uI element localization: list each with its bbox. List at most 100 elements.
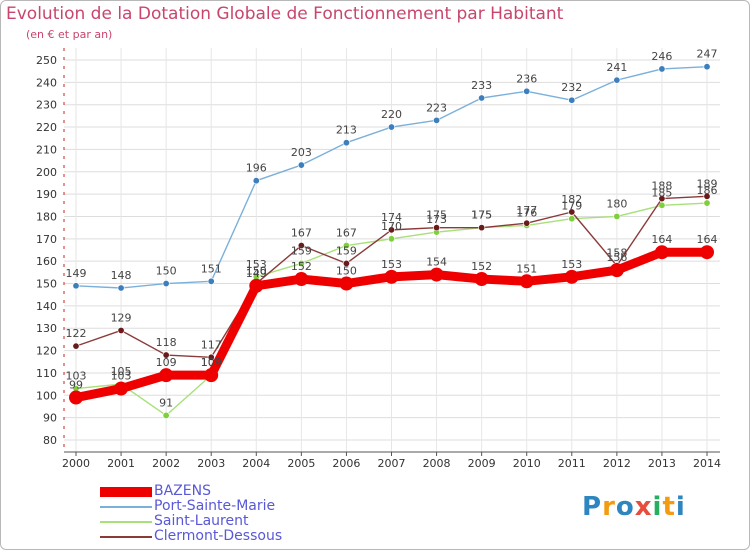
x-tick-label: 2001: [107, 457, 135, 470]
legend-label: Saint-Laurent: [154, 513, 249, 529]
data-point-port-sainte-marie: [117, 284, 125, 292]
data-point-bazens: [159, 368, 174, 383]
data-label-saint-laurent: 173: [426, 213, 447, 226]
data-point-bazens: [429, 267, 444, 282]
data-point-saint-laurent: [613, 212, 621, 220]
y-tick-label: 90: [43, 412, 57, 425]
y-tick-label: 170: [36, 233, 57, 246]
data-point-clermont-dessous: [387, 226, 395, 234]
data-point-port-sainte-marie: [568, 96, 576, 104]
data-point-saint-laurent: [568, 215, 576, 223]
data-label-saint-laurent: 176: [516, 206, 537, 219]
data-point-port-sainte-marie: [703, 63, 711, 71]
x-tick-label: 2011: [558, 457, 586, 470]
data-label-bazens: 152: [291, 260, 312, 273]
y-tick-label: 230: [36, 99, 57, 112]
data-label-port-sainte-marie: 150: [156, 265, 177, 278]
data-point-port-sainte-marie: [658, 65, 666, 73]
data-label-port-sainte-marie: 203: [291, 146, 312, 159]
legend-item: Clermont-Dessous: [100, 529, 282, 544]
data-label-clermont-dessous: 122: [66, 327, 87, 340]
data-label-bazens: 164: [651, 233, 672, 246]
grid: [64, 48, 720, 452]
data-label-clermont-dessous: 174: [381, 211, 402, 224]
y-tick-label: 120: [36, 345, 57, 358]
data-label-clermont-dessous: 182: [561, 193, 582, 206]
x-tick-label: 2004: [242, 457, 270, 470]
series-layer: [69, 63, 714, 419]
y-tick-label: 240: [36, 76, 57, 89]
data-point-saint-laurent: [342, 242, 350, 250]
data-label-saint-laurent: 186: [697, 184, 718, 197]
data-point-bazens: [474, 272, 489, 287]
data-label-clermont-dessous: 150: [246, 265, 267, 278]
data-point-clermont-dessous: [478, 224, 486, 232]
data-point-bazens: [114, 381, 129, 396]
data-label-saint-laurent: 91: [159, 396, 173, 409]
data-point-clermont-dessous: [433, 224, 441, 232]
data-point-port-sainte-marie: [478, 94, 486, 102]
data-label-bazens: 103: [111, 370, 132, 383]
data-label-saint-laurent: 175: [471, 209, 492, 222]
legend-swatch: [100, 535, 152, 538]
data-point-clermont-dessous: [703, 192, 711, 200]
data-label-bazens: 156: [606, 251, 627, 264]
data-point-port-sainte-marie: [342, 139, 350, 147]
data-label-port-sainte-marie: 241: [606, 61, 627, 74]
data-label-bazens: 109: [201, 356, 222, 369]
data-point-bazens: [294, 272, 309, 287]
axes: 8090100110120130140150160170180190200210…: [36, 48, 721, 470]
data-label-saint-laurent: 109: [201, 356, 222, 369]
legend-swatch: [100, 505, 152, 508]
data-point-clermont-dessous: [342, 259, 350, 267]
data-label-bazens: 151: [516, 262, 537, 275]
x-tick-label: 2006: [332, 457, 360, 470]
proxiti-logo: Proxiti: [582, 492, 686, 522]
x-tick-label: 2009: [468, 457, 496, 470]
chart-subtitle: (en € et par an): [26, 28, 113, 41]
logo-letter: i: [675, 492, 686, 522]
x-tick-label: 2007: [378, 457, 406, 470]
data-label-port-sainte-marie: 247: [697, 48, 718, 61]
logo-letter: o: [615, 492, 635, 522]
data-label-saint-laurent: 153: [246, 258, 267, 271]
y-tick-label: 100: [36, 389, 57, 402]
data-point-port-sainte-marie: [297, 161, 305, 169]
y-tick-label: 250: [36, 54, 57, 67]
data-point-bazens: [564, 269, 579, 284]
data-point-saint-laurent: [162, 411, 170, 419]
data-label-port-sainte-marie: 213: [336, 124, 357, 137]
data-point-port-sainte-marie: [162, 280, 170, 288]
data-point-saint-laurent: [387, 235, 395, 243]
data-point-bazens: [519, 274, 534, 289]
data-point-bazens: [654, 245, 669, 260]
x-tick-label: 2005: [287, 457, 315, 470]
data-label-bazens: 164: [697, 233, 718, 246]
data-label-port-sainte-marie: 236: [516, 72, 537, 85]
data-label-bazens: 152: [471, 260, 492, 273]
data-label-saint-laurent: 170: [381, 220, 402, 233]
data-label-clermont-dessous: 118: [156, 336, 177, 349]
legend-label: Clermont-Dessous: [154, 528, 283, 544]
data-label-clermont-dessous: 129: [111, 311, 132, 324]
data-point-clermont-dessous: [117, 326, 125, 334]
data-label-clermont-dessous: 188: [651, 180, 672, 193]
data-label-clermont-dessous: 177: [516, 204, 537, 217]
x-tick-label: 2000: [62, 457, 90, 470]
data-point-clermont-dessous: [207, 353, 215, 361]
data-label-saint-laurent: 179: [561, 200, 582, 213]
x-tick-label: 2012: [603, 457, 631, 470]
y-tick-label: 210: [36, 143, 57, 156]
y-tick-label: 200: [36, 166, 57, 179]
x-tick-label: 2008: [423, 457, 451, 470]
data-point-bazens: [204, 368, 219, 383]
y-tick-label: 130: [36, 322, 57, 335]
data-point-clermont-dessous: [72, 342, 80, 350]
chart-title: Evolution de la Dotation Globale de Fonc…: [6, 4, 564, 24]
data-label-saint-laurent: 103: [66, 370, 87, 383]
legend-label: BAZENS: [154, 483, 211, 499]
legend-item: Saint-Laurent: [100, 514, 282, 529]
y-tick-label: 80: [43, 434, 57, 447]
logo-letter: t: [662, 492, 676, 522]
